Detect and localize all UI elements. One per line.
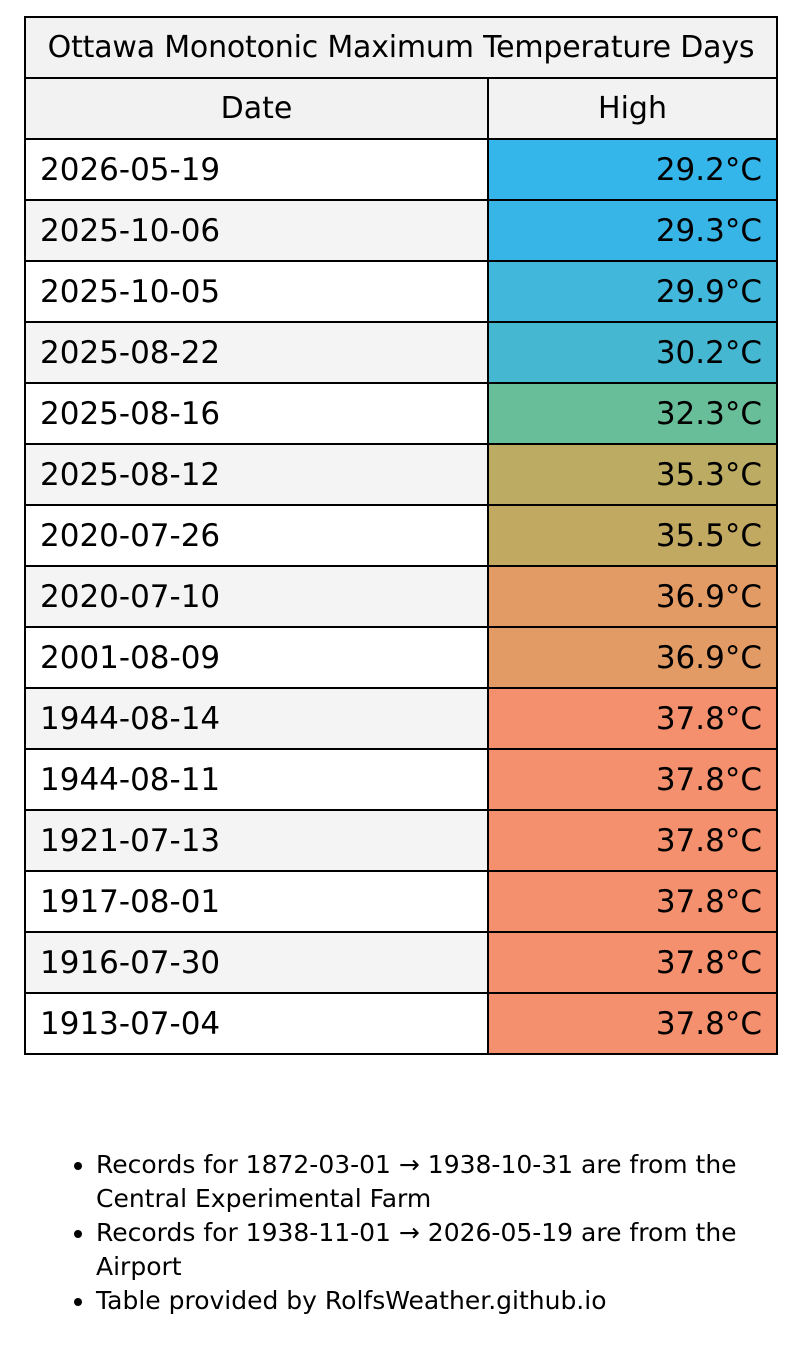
date-cell: 1944-08-14: [24, 687, 489, 750]
column-header-high: High: [487, 77, 778, 140]
notes-list: Records for 1872-03-01 → 1938-10-31 are …: [48, 1148, 800, 1318]
high-temperature-cell: 37.8°C: [487, 870, 778, 933]
date-cell: 2025-10-05: [24, 260, 489, 323]
high-temperature-cell: 36.9°C: [487, 626, 778, 689]
table-row: 1944-08-14 37.8°C: [24, 687, 778, 750]
table-row: 2025-08-16 32.3°C: [24, 382, 778, 445]
table-row: 2001-08-09 36.9°C: [24, 626, 778, 689]
high-temperature-cell: 35.3°C: [487, 443, 778, 506]
high-temperature-cell: 37.8°C: [487, 992, 778, 1055]
date-cell: 2001-08-09: [24, 626, 489, 689]
date-cell: 1916-07-30: [24, 931, 489, 994]
temperature-table: Ottawa Monotonic Maximum Temperature Day…: [24, 16, 778, 1055]
high-temperature-cell: 37.8°C: [487, 809, 778, 872]
date-cell: 1917-08-01: [24, 870, 489, 933]
high-temperature-cell: 32.3°C: [487, 382, 778, 445]
high-temperature-cell: 29.3°C: [487, 199, 778, 262]
date-cell: 1921-07-13: [24, 809, 489, 872]
table-row: 1913-07-04 37.8°C: [24, 992, 778, 1055]
date-cell: 2020-07-10: [24, 565, 489, 628]
table-row: 2025-08-22 30.2°C: [24, 321, 778, 384]
high-temperature-cell: 29.9°C: [487, 260, 778, 323]
table-row: 1944-08-11 37.8°C: [24, 748, 778, 811]
table-row: 1916-07-30 37.8°C: [24, 931, 778, 994]
high-temperature-cell: 37.8°C: [487, 748, 778, 811]
column-header-date: Date: [24, 77, 489, 140]
table-row: 2025-10-05 29.9°C: [24, 260, 778, 323]
table-title-row: Ottawa Monotonic Maximum Temperature Day…: [24, 16, 778, 79]
high-temperature-cell: 29.2°C: [487, 138, 778, 201]
date-cell: 2025-10-06: [24, 199, 489, 262]
note-item: Records for 1938-11-01 → 2026-05-19 are …: [96, 1216, 800, 1284]
table-row: 1917-08-01 37.8°C: [24, 870, 778, 933]
date-cell: 2025-08-22: [24, 321, 489, 384]
date-cell: 2025-08-12: [24, 443, 489, 506]
table-row: 2025-10-06 29.3°C: [24, 199, 778, 262]
table-row: 2025-08-12 35.3°C: [24, 443, 778, 506]
date-cell: 1913-07-04: [24, 992, 489, 1055]
note-item: Records for 1872-03-01 → 1938-10-31 are …: [96, 1148, 800, 1216]
table-header-row: Date High: [24, 77, 778, 140]
date-cell: 1944-08-11: [24, 748, 489, 811]
high-temperature-cell: 37.8°C: [487, 931, 778, 994]
table-row: 2020-07-10 36.9°C: [24, 565, 778, 628]
high-temperature-cell: 36.9°C: [487, 565, 778, 628]
high-temperature-cell: 37.8°C: [487, 687, 778, 750]
table-row: 1921-07-13 37.8°C: [24, 809, 778, 872]
table-title: Ottawa Monotonic Maximum Temperature Day…: [24, 16, 778, 79]
date-cell: 2026-05-19: [24, 138, 489, 201]
table-body: 2026-05-19 29.2°C 2025-10-06 29.3°C 2025-10-…: [24, 138, 778, 1055]
date-cell: 2020-07-26: [24, 504, 489, 567]
table-row: 2020-07-26 35.5°C: [24, 504, 778, 567]
high-temperature-cell: 35.5°C: [487, 504, 778, 567]
high-temperature-cell: 30.2°C: [487, 321, 778, 384]
note-item: Table provided by RolfsWeather.github.io: [96, 1284, 800, 1318]
table-row: 2026-05-19 29.2°C: [24, 138, 778, 201]
date-cell: 2025-08-16: [24, 382, 489, 445]
